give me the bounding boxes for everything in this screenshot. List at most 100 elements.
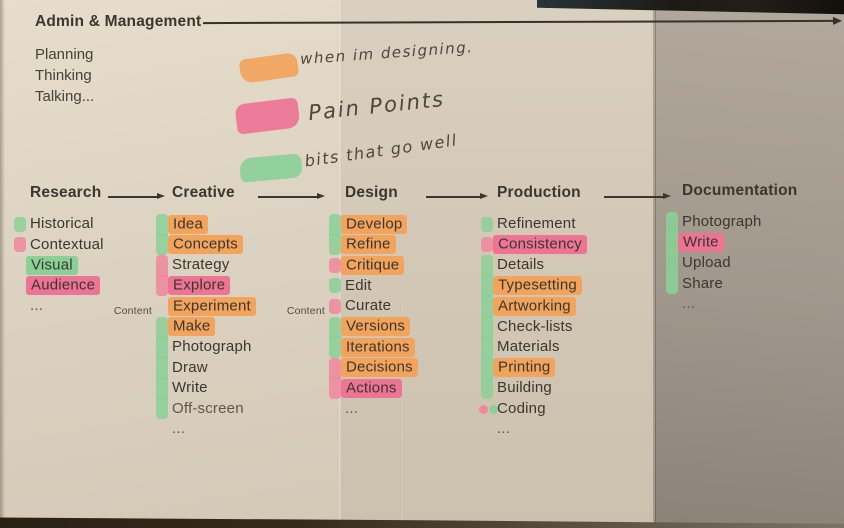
stage-item: Critique (329, 255, 489, 276)
green-highlighter-mark (481, 356, 493, 379)
paper-panel-right-shaded (655, 0, 844, 528)
arrowhead-icon (480, 193, 488, 199)
content-annotation: Content (113, 304, 152, 317)
stage-item-label: Write (172, 379, 208, 396)
pink-green-dots-mark (479, 404, 501, 415)
green-highlighter-mark (666, 252, 678, 275)
stage-item-label: ... (172, 420, 186, 437)
stage-column-research: Research Historical Contextual Visual Audien… (14, 184, 174, 317)
stage-item-label: Share (682, 274, 724, 292)
stage-arrow-research-to-creative (108, 193, 165, 199)
stage-item: Photograph (666, 212, 826, 234)
admin-management-title: Admin & Management (35, 13, 202, 30)
stage-item: Make (156, 316, 316, 338)
stage-item: Refine (329, 233, 489, 255)
pink-highlighter-mark (156, 274, 168, 296)
green-highlighter-mark (156, 356, 168, 379)
stage-item: ... (156, 419, 316, 440)
stage-item: Visual (14, 255, 174, 276)
stage-item-label: Consistency (493, 235, 587, 254)
green-highlighter-mark (156, 214, 168, 236)
green-highlighter-mark (481, 315, 493, 338)
green-highlighter-mark (666, 272, 678, 294)
green-highlighter-mark (156, 233, 168, 255)
stage-item: Check-lists (481, 315, 641, 338)
stage-item: Develop (329, 214, 489, 236)
green-highlighter-mark (329, 278, 341, 293)
stage-item: Coding (479, 399, 641, 420)
stage-item: Audience (14, 276, 174, 297)
pink-highlighter-mark (329, 377, 341, 399)
stage-arrow-design-to-production (426, 193, 488, 199)
stage-item: Typesetting (481, 274, 641, 297)
paper-fold-crease (653, 0, 656, 528)
stage-item-label: Draw (172, 358, 208, 376)
stage-item-label: Historical (30, 215, 94, 232)
stage-item: Consistency (481, 235, 641, 256)
stage-item-label: Actions (341, 378, 402, 398)
stage-item: Iterations (329, 336, 489, 358)
pink-dot-mark (479, 404, 488, 414)
stage-item-label: Printing (493, 358, 556, 377)
stage-item-label: Experiment (168, 296, 256, 316)
green-highlighter-mark (481, 336, 493, 359)
stage-item: Idea (156, 214, 316, 236)
stage-item: Off-screen (156, 397, 316, 419)
stage-item: Refinement (481, 214, 641, 235)
stage-item-label: Versions (341, 317, 411, 336)
pink-highlighter-mark (329, 257, 341, 273)
stage-item-label: Contextual (30, 235, 104, 253)
green-highlighter-mark (329, 233, 341, 255)
stage-item-label: Refinement (497, 215, 576, 232)
stage-item-label: Photograph (682, 213, 762, 230)
stage-arrow-creative-to-design (258, 193, 325, 199)
green-highlighter-mark (156, 336, 168, 359)
stage-item-label: ... (30, 297, 44, 314)
background-behind-paper-bottom (0, 517, 844, 528)
stage-item-label: ... (497, 420, 511, 437)
green-highlighter-mark (481, 274, 493, 297)
pink-highlighter-mark (156, 255, 168, 277)
stage-item-label: Idea (168, 214, 208, 234)
green-highlighter-mark (329, 316, 341, 338)
stage-column-design: Design Develop Refine Critique Edit Content Cu… (287, 184, 489, 420)
stage-item-label: Iterations (341, 337, 415, 357)
stage-item-label: Off-screen (172, 399, 244, 417)
green-highlighter-mark (156, 377, 168, 400)
stage-column-documentation: Documentation Photograph Write Upload Share.… (666, 182, 826, 315)
stage-item-label: Building (497, 379, 552, 396)
green-highlighter-mark (14, 216, 26, 232)
stage-item: Actions (329, 377, 489, 399)
stage-item-label: Materials (497, 338, 560, 355)
stage-item: Materials (481, 336, 641, 359)
stage-arrow-production-to-documentation (604, 193, 671, 199)
stage-column-production: Production Refinement Consistency Details Ty… (479, 184, 641, 440)
stage-item: ... (481, 419, 641, 440)
paper-fold-crease (400, 300, 402, 528)
stage-item-label: Explore (168, 276, 231, 295)
stage-item-label: Edit (345, 276, 372, 294)
stage-item: Explore (156, 274, 316, 296)
stage-item-label: Strategy (172, 256, 230, 273)
green-highlighter-mark (481, 255, 493, 277)
stage-item: ... (329, 399, 489, 420)
stage-item: Share (666, 272, 826, 294)
green-highlighter-mark (481, 377, 493, 399)
stage-item: Historical (14, 214, 174, 235)
stage-item-label: Audience (26, 276, 101, 295)
green-highlighter-mark (329, 214, 341, 236)
stage-item-label: Refine (341, 235, 396, 254)
stage-item: Versions (329, 316, 489, 338)
stage-item: Printing (481, 356, 641, 379)
stage-item: Details (481, 255, 641, 277)
stage-item-label: Visual (26, 255, 78, 275)
green-highlighter-mark (481, 216, 493, 232)
stage-item: Content Curate (287, 296, 489, 317)
pink-highlighter-mark (481, 237, 493, 252)
stage-title: Production (497, 184, 581, 201)
pink-highlighter-mark (329, 298, 341, 314)
stage-item-label: Decisions (341, 358, 418, 377)
pink-highlighter-mark (329, 357, 341, 379)
stage-item-label: Make (168, 317, 216, 336)
green-highlighter-mark (666, 212, 678, 234)
